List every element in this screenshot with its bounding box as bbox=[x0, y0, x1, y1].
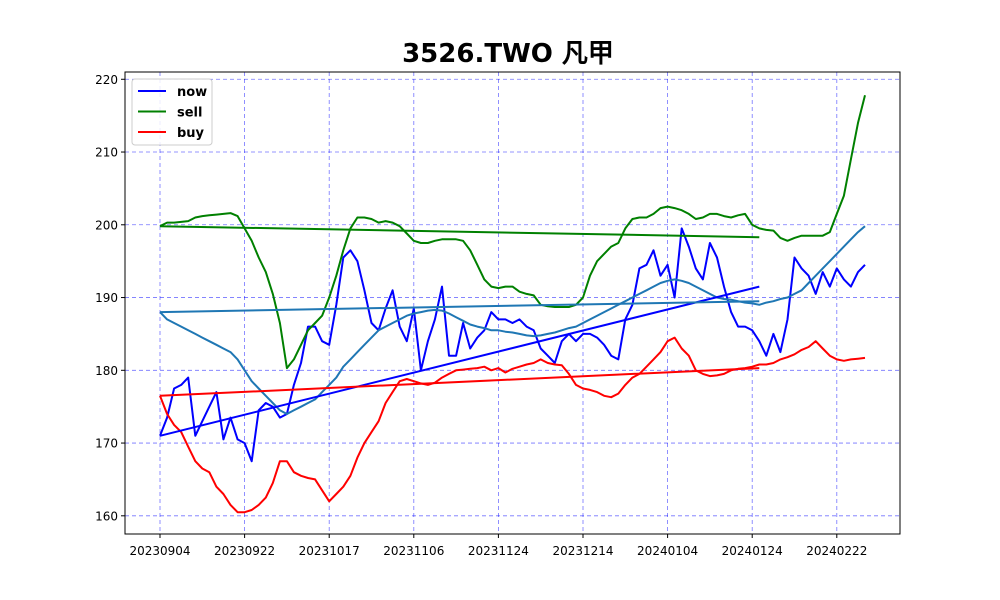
reference-line bbox=[159, 225, 866, 415]
x-tick-label: 20231124 bbox=[468, 544, 529, 558]
x-tick-label: 20240124 bbox=[722, 544, 783, 558]
plot-frame bbox=[124, 71, 901, 535]
x-tick-label: 20231017 bbox=[299, 544, 360, 558]
legend: now sell buy bbox=[131, 78, 213, 146]
x-axis: 20230904 20230922 20231017 20231106 20231124… bbox=[129, 534, 867, 558]
chart-title: 3526.TWO 凡甲 bbox=[402, 39, 614, 69]
legend-label-now: now bbox=[177, 85, 207, 100]
x-tick-label: 20240104 bbox=[637, 544, 698, 558]
x-tick-label: 20230922 bbox=[214, 544, 275, 558]
y-tick-label: 220 bbox=[95, 73, 118, 87]
x-tick-label: 20231106 bbox=[383, 544, 444, 558]
grid bbox=[125, 72, 900, 534]
y-tick-label: 200 bbox=[95, 218, 118, 232]
legend-label-sell: sell bbox=[177, 106, 202, 121]
x-tick-label: 20231214 bbox=[552, 544, 613, 558]
reference-line bbox=[159, 367, 760, 397]
series-line-sell bbox=[159, 95, 866, 370]
x-tick-label: 20230904 bbox=[129, 544, 190, 558]
y-tick-label: 190 bbox=[95, 291, 118, 305]
reference-line bbox=[159, 300, 760, 314]
y-tick-label: 210 bbox=[95, 146, 118, 160]
reference-line bbox=[159, 225, 760, 239]
y-axis: 160 170 180 190 200 210 220 bbox=[95, 73, 125, 523]
series-line-buy bbox=[159, 336, 866, 514]
y-tick-label: 160 bbox=[95, 509, 118, 523]
y-tick-label: 170 bbox=[95, 437, 118, 451]
legend-box bbox=[131, 78, 213, 146]
y-tick-label: 180 bbox=[95, 364, 118, 378]
reference-line bbox=[159, 285, 760, 437]
series-line-now bbox=[159, 227, 866, 463]
x-tick-label: 20240222 bbox=[806, 544, 867, 558]
legend-label-buy: buy bbox=[177, 126, 205, 141]
series-group bbox=[159, 95, 866, 514]
